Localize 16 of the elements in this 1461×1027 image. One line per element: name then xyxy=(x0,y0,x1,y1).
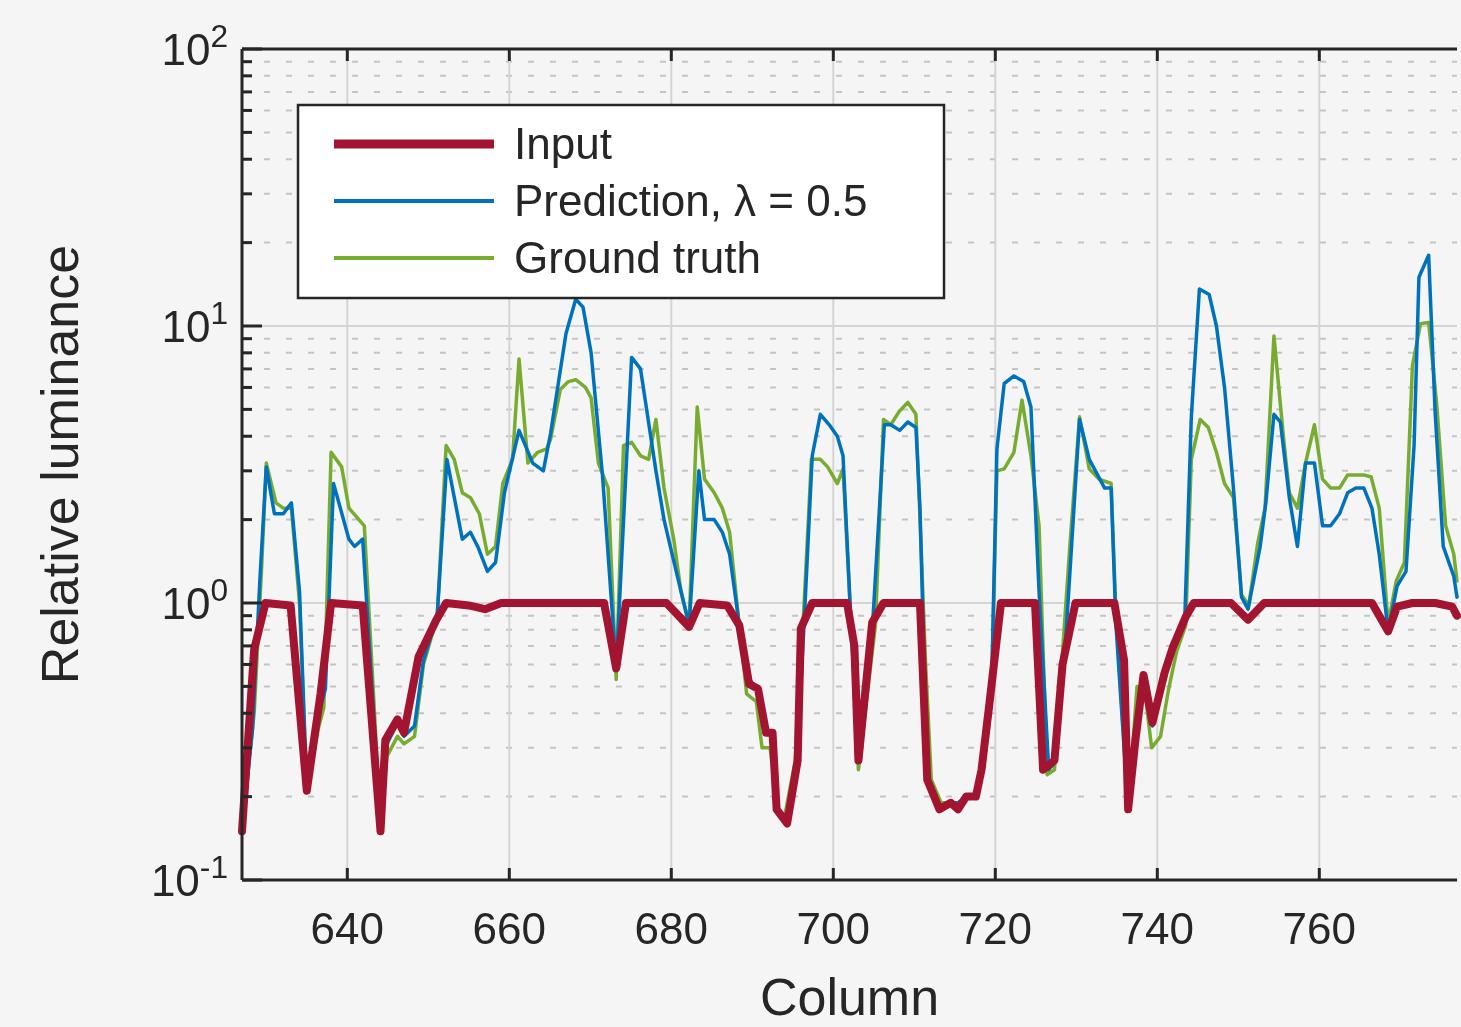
x-tick-label: 640 xyxy=(310,904,385,953)
x-tick-label: 700 xyxy=(796,904,871,953)
x-tick-label: 760 xyxy=(1282,904,1357,953)
legend-label: Ground truth xyxy=(514,233,762,282)
y-tick-label: 10$^{-1}$ xyxy=(150,849,228,905)
legend-label: Input xyxy=(514,119,612,168)
y-tick-label: 10$^{2}$ xyxy=(161,18,228,74)
x-tick-label: 660 xyxy=(472,904,547,953)
x-tick-label: 680 xyxy=(634,904,709,953)
x-tick-label: 740 xyxy=(1120,904,1195,953)
legend-label: Prediction, λ = 0.5 xyxy=(514,176,868,225)
x-axis-title: Column xyxy=(759,968,940,1026)
x-tick-label: 720 xyxy=(958,904,1033,953)
y-axis-title: Relative luminance xyxy=(31,244,89,685)
y-tick-label: 10$^{1}$ xyxy=(161,295,228,351)
y-tick-label: 10$^{0}$ xyxy=(161,572,228,628)
